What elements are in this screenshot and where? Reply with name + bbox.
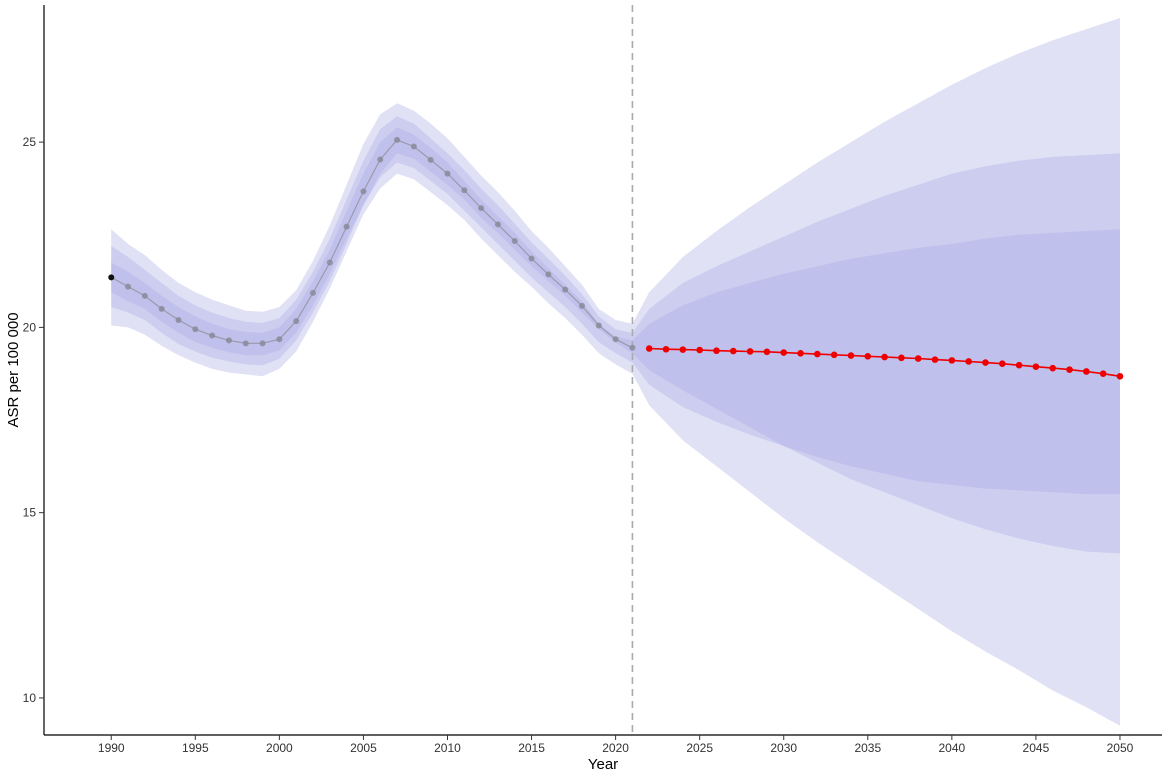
x-tick-label: 2015 bbox=[518, 741, 545, 755]
confidence-bands bbox=[111, 18, 1120, 726]
predicted-point bbox=[713, 347, 720, 355]
observed-point bbox=[629, 344, 636, 351]
predicted-point bbox=[1083, 368, 1090, 375]
x-tick-label: 1990 bbox=[98, 741, 125, 755]
observed-point bbox=[410, 143, 417, 150]
observed-point bbox=[343, 223, 350, 230]
band-outer-95 bbox=[111, 18, 1120, 726]
observed-point bbox=[225, 337, 232, 344]
predicted-point bbox=[814, 350, 821, 358]
predicted-point bbox=[965, 358, 972, 365]
observed-point bbox=[427, 156, 434, 163]
observed-point bbox=[175, 316, 182, 323]
x-tick-label: 2020 bbox=[602, 741, 629, 755]
x-tick-label: 2040 bbox=[938, 741, 965, 755]
observed-point bbox=[360, 188, 367, 195]
predicted-point bbox=[797, 350, 804, 357]
x-tick-label: 2005 bbox=[350, 741, 377, 755]
x-tick-label: 2050 bbox=[1107, 741, 1134, 755]
predicted-point bbox=[830, 351, 838, 359]
observed-point bbox=[444, 170, 451, 177]
y-tick-label: 10 bbox=[23, 691, 37, 705]
y-axis-ticks: 10 15 20 25 bbox=[23, 135, 44, 705]
predicted-point bbox=[780, 349, 788, 356]
x-axis-ticks: 1990 1995 2000 2005 2010 2015 2020 2025 2030 2035… bbox=[98, 735, 1134, 755]
predicted-point bbox=[914, 355, 922, 362]
observed-point bbox=[478, 205, 485, 212]
observed-point bbox=[394, 136, 401, 143]
observed-point bbox=[528, 255, 535, 262]
observed-point bbox=[276, 336, 283, 343]
observed-point bbox=[141, 292, 148, 299]
observed-point bbox=[578, 302, 585, 309]
axes: 1990 1995 2000 2005 2010 2015 2020 2025 2030 2035… bbox=[5, 5, 1162, 773]
x-tick-label: 1995 bbox=[182, 741, 209, 755]
x-tick-label: 2045 bbox=[1023, 741, 1050, 755]
predicted-point bbox=[1015, 361, 1023, 369]
predicted-point bbox=[746, 348, 754, 355]
observed-point bbox=[511, 238, 518, 245]
y-axis-title: ASR per 100 000 bbox=[5, 312, 22, 427]
observed-point bbox=[494, 221, 501, 228]
y-tick-label: 25 bbox=[23, 135, 37, 149]
observed-point bbox=[259, 340, 266, 347]
x-tick-label: 2010 bbox=[434, 741, 461, 755]
observed-point bbox=[209, 332, 216, 339]
observed-point bbox=[612, 336, 619, 343]
observed-point bbox=[108, 274, 115, 281]
predicted-point bbox=[1049, 364, 1057, 372]
predicted-point bbox=[847, 352, 855, 359]
observed-point bbox=[326, 259, 333, 266]
band-mid-80 bbox=[111, 116, 1120, 495]
predicted-point bbox=[998, 360, 1006, 368]
x-tick-label: 2030 bbox=[770, 741, 797, 755]
predicted-point bbox=[1032, 363, 1040, 370]
x-tick-label: 2025 bbox=[686, 741, 713, 755]
predicted-point bbox=[881, 353, 888, 361]
predicted-point bbox=[763, 348, 771, 356]
observed-point bbox=[461, 187, 468, 194]
predicted-point bbox=[982, 359, 989, 366]
y-tick-label: 15 bbox=[23, 506, 37, 520]
predicted-point bbox=[1066, 366, 1073, 373]
observed-point bbox=[125, 283, 132, 290]
x-axis-title: Year bbox=[588, 756, 618, 773]
predicted-point bbox=[729, 347, 737, 355]
predicted-point bbox=[864, 352, 872, 360]
x-tick-label: 2000 bbox=[266, 741, 293, 755]
observed-point bbox=[158, 305, 165, 312]
predicted-point bbox=[645, 345, 653, 352]
x-tick-label: 2035 bbox=[854, 741, 881, 755]
predicted-point bbox=[898, 354, 905, 362]
observed-point bbox=[377, 156, 384, 163]
predicted-point bbox=[679, 346, 687, 353]
predicted-point bbox=[1116, 372, 1124, 380]
predicted-point bbox=[1099, 370, 1107, 378]
observed-point bbox=[242, 340, 249, 347]
observed-point bbox=[293, 318, 300, 325]
observed-point bbox=[595, 322, 602, 329]
predicted-point bbox=[948, 357, 956, 364]
predicted-point bbox=[662, 345, 670, 353]
series-layer bbox=[108, 136, 1124, 380]
predicted-point bbox=[696, 346, 703, 354]
predicted-point bbox=[931, 356, 939, 363]
observed-point bbox=[309, 289, 316, 296]
y-tick-label: 20 bbox=[23, 320, 37, 334]
observed-point bbox=[192, 326, 199, 333]
observed-point bbox=[545, 271, 552, 278]
observed-point bbox=[562, 286, 569, 293]
